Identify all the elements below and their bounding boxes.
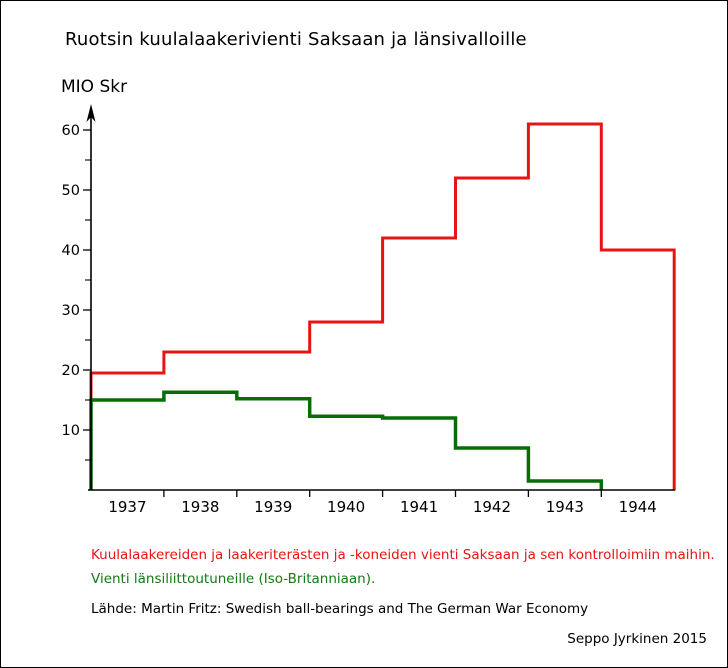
chart-title: Ruotsin kuulalaakerivienti Saksaan ja lä… <box>65 29 527 50</box>
x-tick-label: 1940 <box>327 498 365 516</box>
caption-exports-germany: Kuulalaakereiden ja laakeriterästen ja -… <box>91 547 715 563</box>
caption-exports-allies: Vienti länsiliittoutuneille (Iso-Britann… <box>91 571 376 587</box>
series-line-allies <box>89 390 604 490</box>
x-tick-label: 1942 <box>473 498 511 516</box>
x-tick-label: 1944 <box>619 498 657 516</box>
source-note: Lähde: Martin Fritz: Swedish ball-bearin… <box>91 601 589 617</box>
y-tick-label: 10 <box>62 423 80 439</box>
series-line-germany <box>89 122 676 490</box>
y-axis-arrow-icon <box>86 104 96 122</box>
y-tick-label: 30 <box>62 303 80 319</box>
author-credit: Seppo Jyrkinen 2015 <box>567 631 707 647</box>
x-tick-label: 1941 <box>400 498 438 516</box>
x-tick-label: 1938 <box>181 498 219 516</box>
y-tick-label: 50 <box>62 183 80 199</box>
x-tick-label: 1939 <box>254 498 292 516</box>
x-tick-label: 1943 <box>546 498 584 516</box>
y-tick-label: 60 <box>62 123 80 139</box>
y-tick-label: 40 <box>62 243 80 259</box>
y-axis-label: MIO Skr <box>61 77 128 97</box>
x-tick-label: 1937 <box>108 498 146 516</box>
y-tick-label: 20 <box>62 363 80 379</box>
